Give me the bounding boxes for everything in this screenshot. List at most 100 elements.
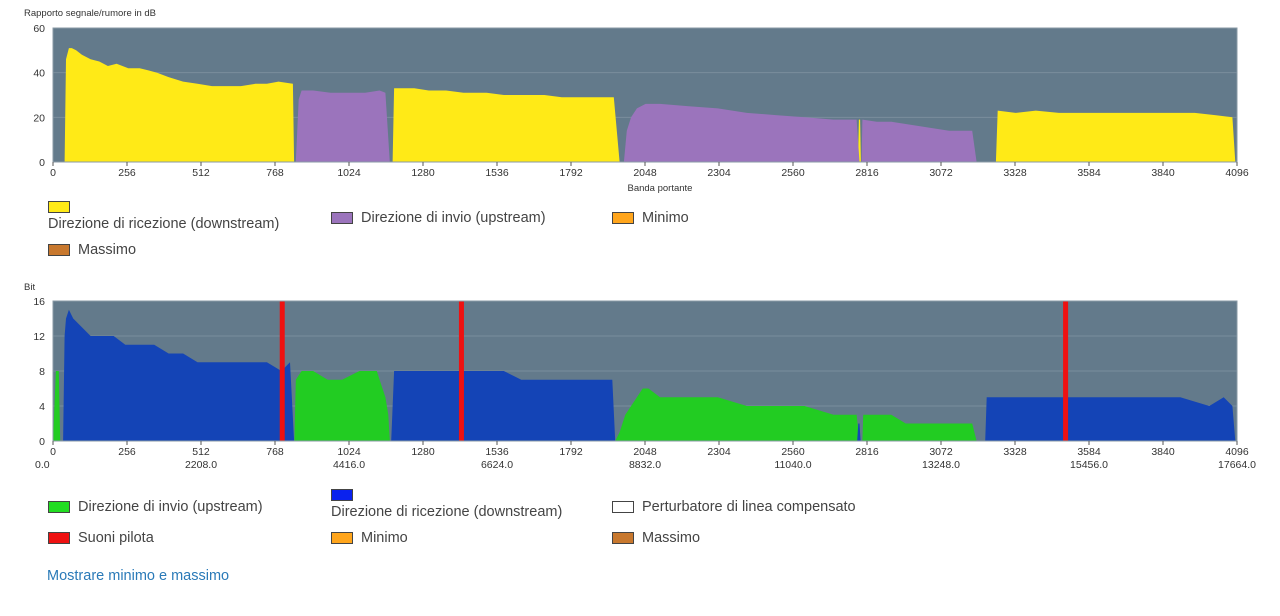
- legend-item-crosstalk[interactable]: Perturbatore di linea compensato: [612, 499, 856, 515]
- y-tick-label: 40: [33, 68, 45, 80]
- x-tick-label: 4096: [1225, 446, 1249, 458]
- x-tick-label: 2560: [781, 446, 805, 458]
- series-0-area-1: [294, 371, 390, 441]
- legend-swatch: [48, 532, 70, 545]
- x-tick-label: 3072: [929, 446, 953, 458]
- series-0-area-0: [53, 371, 61, 441]
- x-tick-label-freq: 6624.0: [481, 459, 513, 470]
- legend-swatch: [612, 501, 634, 514]
- pilot-tone-bar: [458, 301, 464, 441]
- x-tick-label: 4096: [1225, 167, 1249, 179]
- x-tick-label-freq: 8832.0: [629, 459, 661, 470]
- x-tick-label: 1792: [559, 446, 583, 458]
- series-1-area-1: [391, 371, 616, 441]
- legend-item-minimum[interactable]: Minimo: [331, 530, 408, 546]
- series-0-area-3: [995, 110, 1236, 162]
- x-tick-label-freq: 17664.0: [1218, 459, 1256, 470]
- x-tick-label: 3328: [1003, 167, 1027, 179]
- legend-swatch: [331, 489, 353, 501]
- series-1-area-1: [623, 103, 860, 162]
- legend-item-upstream[interactable]: Direzione di invio (upstream): [48, 499, 263, 515]
- x-tick-label: 3584: [1077, 446, 1101, 458]
- series-1-area-3: [985, 397, 1236, 441]
- legend-item-downstream[interactable]: Direzione di ricezione (downstream): [48, 201, 279, 232]
- legend-item-maximum[interactable]: Massimo: [612, 530, 700, 546]
- x-tick-label-freq: 4416.0: [333, 459, 365, 470]
- legend-label: Suoni pilota: [78, 530, 154, 547]
- legend-item-downstream[interactable]: Direzione di ricezione (downstream): [331, 489, 562, 520]
- legend-swatch: [331, 212, 353, 225]
- legend-swatch: [48, 244, 70, 257]
- y-tick-label: 16: [33, 296, 45, 308]
- x-tick-label: 256: [118, 167, 136, 179]
- x-tick-label: 1536: [485, 167, 509, 179]
- x-tick-label-freq: 15456.0: [1070, 459, 1108, 470]
- legend-label: Direzione di invio (upstream): [78, 499, 263, 516]
- x-tick-label: 1792: [559, 167, 583, 179]
- y-tick-label: 4: [39, 401, 45, 413]
- legend-label: Minimo: [642, 210, 689, 227]
- series-1-area-2: [861, 119, 977, 162]
- legend-label: Direzione di ricezione (downstream): [48, 216, 280, 233]
- legend-item-maximum[interactable]: Massimo: [48, 242, 136, 258]
- x-tick-label: 1024: [337, 446, 361, 458]
- series-1-area-2: [857, 423, 861, 441]
- x-tick-label: 3584: [1077, 167, 1101, 179]
- x-tick-label: 2816: [855, 446, 879, 458]
- x-tick-label: 1280: [411, 446, 435, 458]
- x-tick-label: 2304: [707, 446, 731, 458]
- pilot-tone-bar: [1063, 301, 1069, 441]
- x-tick-label-freq: 13248.0: [922, 459, 960, 470]
- series-0-area-0: [64, 48, 295, 162]
- x-tick-label: 2560: [781, 167, 805, 179]
- x-tick-label: 0: [50, 446, 56, 458]
- x-tick-label: 3840: [1151, 446, 1175, 458]
- legend-item-upstream[interactable]: Direzione di invio (upstream): [331, 210, 546, 226]
- pilot-tone-bar: [279, 301, 285, 441]
- y-axis-label: Bit: [24, 282, 35, 293]
- x-tick-label-freq: 11040.0: [774, 459, 811, 470]
- series-0-area-2: [615, 388, 860, 441]
- x-tick-label: 1536: [485, 446, 509, 458]
- series-1-area-0: [63, 309, 295, 441]
- x-tick-label-freq: 0.0: [35, 459, 50, 470]
- x-tick-label: 2048: [633, 446, 657, 458]
- legend-item-pilot-tones[interactable]: Suoni pilota: [48, 530, 154, 546]
- x-tick-label: 1024: [337, 167, 361, 179]
- x-tick-label: 256: [118, 446, 136, 458]
- x-tick-label: 512: [192, 446, 210, 458]
- legend-label: Massimo: [642, 530, 701, 547]
- series-0-area-3: [862, 414, 977, 441]
- x-tick-label: 512: [192, 167, 210, 179]
- legend-label: Direzione di ricezione (downstream): [331, 504, 563, 521]
- x-tick-label: 768: [266, 167, 284, 179]
- legend-label: Massimo: [78, 242, 137, 259]
- x-tick-label: 1280: [411, 167, 435, 179]
- x-tick-label: 768: [266, 446, 284, 458]
- series-0-area-1: [392, 88, 620, 162]
- x-axis-label: Banda portante: [628, 183, 693, 194]
- x-tick-label: 3840: [1151, 167, 1175, 179]
- y-tick-label: 20: [33, 112, 45, 124]
- y-tick-label: 8: [39, 366, 45, 378]
- y-tick-label: 0: [39, 436, 45, 448]
- legend-swatch: [48, 201, 70, 213]
- y-tick-label: 12: [33, 331, 45, 343]
- legend-swatch: [612, 532, 634, 545]
- x-tick-label: 0: [50, 167, 56, 179]
- x-tick-label-freq: 2208.0: [185, 459, 217, 470]
- show-min-max-link[interactable]: Mostrare minimo e massimo: [47, 568, 230, 584]
- x-tick-label: 2304: [707, 167, 731, 179]
- x-tick-label: 2048: [633, 167, 657, 179]
- legend-label: Perturbatore di linea compensato: [642, 499, 856, 516]
- legend-swatch: [48, 501, 70, 514]
- series-1-area-0: [295, 90, 390, 162]
- legend-item-minimum[interactable]: Minimo: [612, 210, 689, 226]
- chart-bits: 0 4 8 12 16 0 256 512 768 1024 1280 1536 1792 2048 230…: [24, 282, 1256, 470]
- x-tick-label: 3328: [1003, 446, 1027, 458]
- legend-label: Direzione di invio (upstream): [361, 210, 546, 227]
- legend-swatch: [612, 212, 634, 225]
- chart-snr: 0 20 40 60 0 256 512 768 1024 1280 1536 1792 2048 230…: [24, 8, 1249, 194]
- legend-label: Minimo: [361, 530, 408, 547]
